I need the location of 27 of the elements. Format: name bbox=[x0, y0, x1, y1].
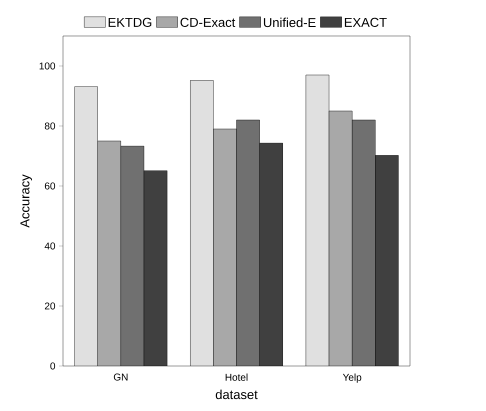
legend-label: CD-Exact bbox=[180, 18, 236, 27]
x-tick-label: Yelp bbox=[342, 374, 362, 383]
bar bbox=[74, 86, 98, 366]
bar bbox=[120, 146, 144, 366]
bar bbox=[328, 110, 352, 366]
y-tick-label: 0 bbox=[50, 362, 56, 370]
legend-label: EKTDG bbox=[108, 18, 152, 27]
bar bbox=[375, 155, 399, 366]
y-tick-label: 60 bbox=[44, 182, 56, 190]
bar bbox=[260, 143, 283, 366]
bar bbox=[144, 170, 168, 366]
bar bbox=[98, 140, 121, 366]
legend-label: EXACT bbox=[344, 18, 387, 27]
y-axis-title: Accuracy bbox=[20, 174, 32, 228]
x-tick-label: GN bbox=[114, 374, 128, 381]
bar bbox=[352, 120, 376, 366]
bar bbox=[306, 74, 330, 366]
legend-label: Unified-E bbox=[264, 18, 316, 28]
bar bbox=[213, 128, 236, 366]
x-axis-title: dataset bbox=[216, 390, 258, 400]
y-tick-label: 80 bbox=[44, 122, 56, 130]
x-tick-label: Hotel bbox=[226, 374, 248, 381]
bar bbox=[190, 80, 214, 366]
y-tick-label: 40 bbox=[44, 242, 56, 250]
bar bbox=[236, 120, 260, 366]
y-tick-label: 100 bbox=[40, 62, 56, 70]
y-tick-label: 20 bbox=[44, 302, 56, 310]
